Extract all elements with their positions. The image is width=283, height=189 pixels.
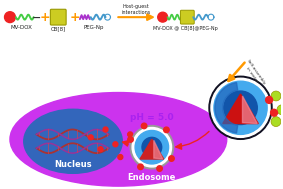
Circle shape bbox=[88, 135, 93, 140]
Circle shape bbox=[157, 166, 162, 171]
Circle shape bbox=[118, 155, 123, 160]
Polygon shape bbox=[154, 140, 163, 159]
Circle shape bbox=[266, 96, 273, 103]
Polygon shape bbox=[223, 94, 258, 124]
Ellipse shape bbox=[24, 109, 122, 173]
Text: pH = 5.0: pH = 5.0 bbox=[130, 113, 174, 122]
Circle shape bbox=[128, 132, 133, 137]
Circle shape bbox=[271, 117, 281, 126]
FancyBboxPatch shape bbox=[50, 9, 66, 25]
Circle shape bbox=[142, 137, 162, 157]
Circle shape bbox=[113, 142, 118, 147]
Circle shape bbox=[141, 123, 147, 129]
Text: +: + bbox=[70, 11, 80, 24]
Text: PEG-Np: PEG-Np bbox=[83, 25, 104, 29]
Circle shape bbox=[271, 109, 277, 116]
Ellipse shape bbox=[10, 93, 227, 186]
Text: Self-assembly
in water: Self-assembly in water bbox=[242, 58, 267, 88]
Polygon shape bbox=[140, 139, 164, 159]
Circle shape bbox=[158, 12, 168, 22]
Circle shape bbox=[277, 105, 283, 115]
Polygon shape bbox=[243, 96, 257, 124]
Text: +: + bbox=[40, 11, 51, 24]
Text: MV-DOX @ CB[8]@PEG-Np: MV-DOX @ CB[8]@PEG-Np bbox=[153, 26, 218, 32]
Text: MV-DOX: MV-DOX bbox=[11, 25, 33, 29]
Circle shape bbox=[209, 76, 272, 139]
Circle shape bbox=[133, 152, 138, 156]
Circle shape bbox=[169, 156, 174, 161]
Polygon shape bbox=[215, 83, 238, 133]
Circle shape bbox=[224, 91, 257, 125]
Circle shape bbox=[135, 130, 169, 164]
Circle shape bbox=[5, 12, 15, 22]
FancyBboxPatch shape bbox=[181, 10, 194, 24]
Text: CB[8]: CB[8] bbox=[51, 26, 66, 32]
Text: Nucleus: Nucleus bbox=[54, 160, 92, 170]
Circle shape bbox=[214, 81, 267, 134]
Circle shape bbox=[98, 147, 103, 152]
Text: Endosome: Endosome bbox=[128, 173, 176, 182]
Circle shape bbox=[138, 164, 143, 170]
Circle shape bbox=[128, 137, 133, 142]
Text: −: − bbox=[32, 13, 41, 23]
Circle shape bbox=[164, 127, 169, 133]
Circle shape bbox=[132, 128, 171, 167]
Circle shape bbox=[130, 125, 173, 169]
Text: Host-guest
interactions: Host-guest interactions bbox=[121, 4, 151, 15]
Circle shape bbox=[211, 78, 270, 137]
Circle shape bbox=[271, 91, 281, 101]
Circle shape bbox=[103, 127, 108, 132]
